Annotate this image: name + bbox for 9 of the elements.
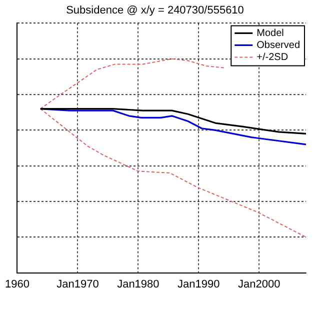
legend-label: +/-2SD [256,52,288,63]
legend-label: Model [256,28,284,39]
x-tick-label: 1960 [4,278,30,290]
x-tick-label: Jan1980 [117,278,160,290]
legend-label: Observed [256,40,300,51]
x-tick-label: Jan1970 [56,278,99,290]
x-tick-label: Jan1990 [178,278,220,290]
chart-title: Subsidence @ x/y = 240730/555610 [66,4,244,17]
x-tick-label: Jan2000 [238,278,280,290]
